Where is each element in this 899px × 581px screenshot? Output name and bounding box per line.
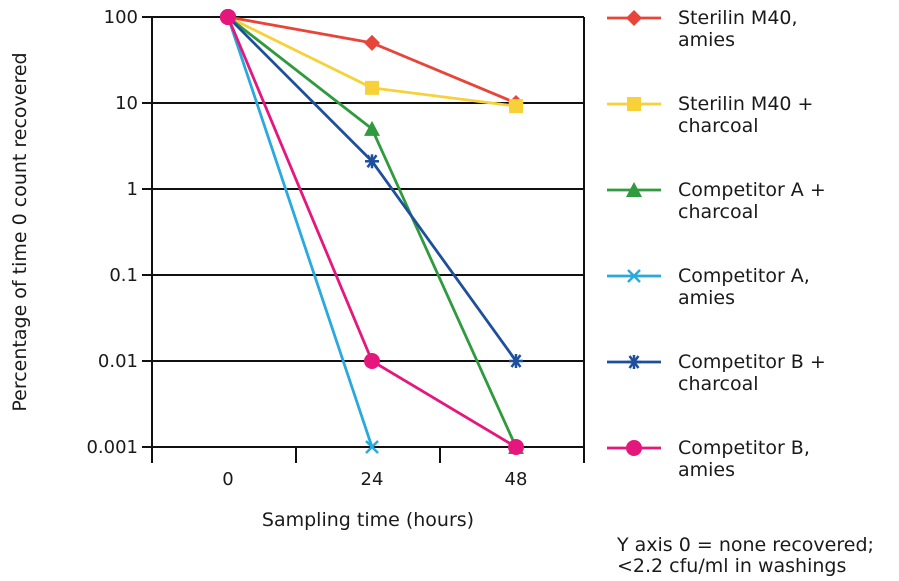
x-tick-label: 48 bbox=[505, 469, 528, 490]
legend-label: Competitor A, bbox=[678, 265, 810, 287]
note-line: <2.2 cfu/ml in washings bbox=[617, 555, 846, 577]
legend-item: Competitor B,amies bbox=[607, 437, 810, 481]
legend-item: Sterilin M40 +charcoal bbox=[607, 93, 813, 137]
x-tick-label: 0 bbox=[222, 469, 233, 490]
data-point bbox=[508, 439, 524, 455]
y-tick-label: 100 bbox=[104, 7, 138, 28]
y-tick-label: 0.01 bbox=[98, 351, 138, 372]
series-line bbox=[228, 17, 372, 447]
legend-label: amies bbox=[678, 29, 735, 51]
legend-label: charcoal bbox=[678, 373, 759, 395]
y-tick-label: 10 bbox=[115, 93, 138, 114]
legend-item: Competitor B +charcoal bbox=[607, 351, 826, 395]
data-point bbox=[364, 353, 380, 369]
y-axis-label: Percentage of time 0 count recovered bbox=[9, 52, 31, 411]
legend-label: Sterilin M40, bbox=[678, 7, 798, 29]
legend-label: Sterilin M40 + bbox=[678, 93, 813, 115]
series-markers bbox=[220, 9, 524, 455]
data-point bbox=[365, 154, 379, 168]
y-tick-label: 0.001 bbox=[86, 437, 138, 458]
legend-label: Competitor A + bbox=[678, 179, 826, 201]
data-point bbox=[364, 35, 380, 51]
legend-label: amies bbox=[678, 459, 735, 481]
data-point bbox=[365, 81, 379, 95]
legend-item: Competitor A,amies bbox=[607, 265, 810, 309]
data-point bbox=[509, 354, 523, 368]
legend-swatch-marker bbox=[626, 10, 642, 26]
x-tick-label: 24 bbox=[361, 469, 384, 490]
legend-item: Competitor A +charcoal bbox=[607, 179, 826, 223]
legend-label: Competitor B, bbox=[678, 437, 810, 459]
legend-label: Competitor B + bbox=[678, 351, 826, 373]
y-tick-label: 0.1 bbox=[109, 265, 138, 286]
data-point bbox=[509, 99, 523, 113]
y-tick-label: 1 bbox=[127, 179, 138, 200]
data-point bbox=[220, 9, 236, 25]
legend-label: charcoal bbox=[678, 201, 759, 223]
legend-swatch-marker bbox=[626, 440, 642, 456]
legend-label: amies bbox=[678, 287, 735, 309]
note-line: Y axis 0 = none recovered; bbox=[616, 534, 874, 556]
legend-item: Sterilin M40,amies bbox=[607, 7, 798, 51]
legend-swatch-marker bbox=[627, 97, 641, 111]
legend-label: charcoal bbox=[678, 115, 759, 137]
x-axis-label: Sampling time (hours) bbox=[262, 509, 474, 531]
legend-swatch-marker bbox=[627, 355, 641, 369]
axes: 100 10 1 0.1 0.01 0.001 0 24 48 bbox=[86, 7, 584, 490]
